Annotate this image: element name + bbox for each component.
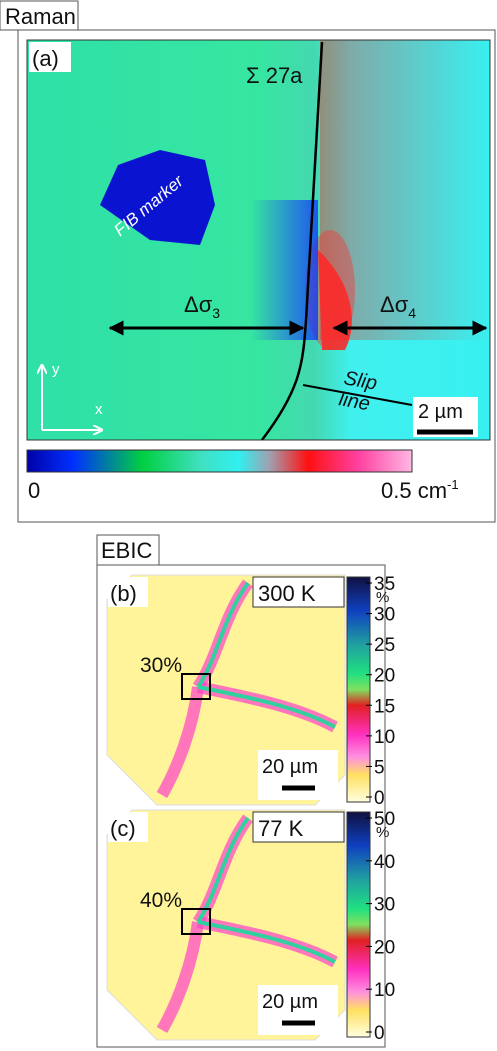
temperature: 300 K (258, 581, 316, 606)
scale-bar-label: 2 µm (418, 401, 463, 423)
axis-y-label: y (52, 361, 60, 378)
stress-subscript: 4 (408, 305, 416, 321)
colorbar-tick-label: 0 (374, 788, 385, 809)
colorbar-tick-label: 20 (374, 937, 395, 958)
colorbar-tick-label: 30 (374, 605, 395, 626)
axis-x-label: x (95, 401, 103, 418)
ebic-colorbar (347, 577, 370, 802)
colorbar-tick-label: 0 (374, 1023, 385, 1044)
raman-map (27, 40, 490, 440)
colorbar-tick-label: 20 (374, 666, 395, 687)
colorbar-tick-label: 25 (374, 635, 395, 656)
colorbar-tick-label: 30 (374, 895, 395, 916)
stress-subscript: 3 (212, 305, 220, 321)
colorbar-unit: % (376, 824, 389, 841)
panel-label: (a) (32, 46, 59, 71)
colorbar-min: 0 (28, 478, 40, 503)
boundary-label: Σ 27a (246, 63, 303, 88)
stress-symbol: Δσ (380, 292, 409, 317)
colorbar-tick-label: 5 (374, 757, 385, 778)
scale-bar-label: 20 µm (262, 756, 318, 778)
contrast-label: 30% (140, 654, 182, 677)
raman-colorbar (27, 450, 412, 472)
ebic-colorbar (347, 812, 370, 1037)
panel-label: (c) (110, 816, 136, 841)
scale-bar-label: 20 µm (262, 991, 318, 1013)
raman-label: Raman (5, 4, 76, 29)
figure: Raman (a) Σ 27a FIB marker Δσ3 Δσ4 Slip … (0, 0, 497, 1051)
colorbar-max-sup: -1 (447, 477, 459, 492)
colorbar-tick-label: 10 (374, 727, 395, 748)
stress-symbol: Δσ (184, 292, 213, 317)
colorbar-max: 0.5 cm-1 (381, 477, 459, 503)
contrast-label: 40% (140, 889, 182, 912)
colorbar-tick-label: 15 (374, 696, 395, 717)
colorbar-max-text: 0.5 cm (381, 478, 447, 503)
temperature: 77 K (258, 816, 304, 841)
panel-label: (b) (110, 581, 137, 606)
colorbar-tick-label: 40 (374, 852, 395, 873)
ebic-label: EBIC (101, 538, 152, 563)
colorbar-unit: % (376, 589, 389, 606)
colorbar-tick-label: 10 (374, 980, 395, 1001)
